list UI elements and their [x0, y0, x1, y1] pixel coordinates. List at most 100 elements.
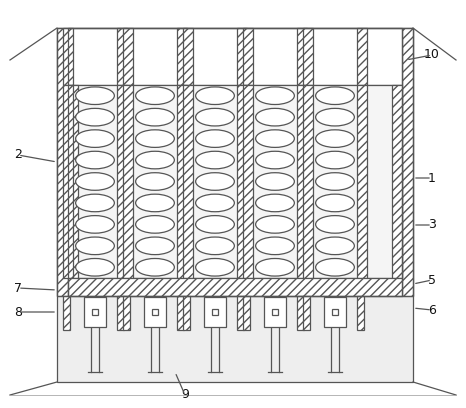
Ellipse shape: [256, 151, 295, 169]
Bar: [57, 28, 413, 296]
Ellipse shape: [256, 194, 295, 212]
Bar: [264, 297, 286, 327]
Text: 2: 2: [14, 149, 22, 162]
Bar: [177, 85, 187, 278]
Text: 9: 9: [181, 388, 189, 401]
Bar: [68, 278, 402, 296]
Ellipse shape: [196, 173, 234, 190]
Ellipse shape: [256, 259, 295, 276]
Ellipse shape: [75, 109, 114, 126]
Ellipse shape: [256, 215, 295, 233]
Bar: [237, 28, 247, 85]
Ellipse shape: [136, 194, 174, 212]
Ellipse shape: [196, 151, 234, 169]
Text: 6: 6: [428, 304, 436, 317]
Bar: [68, 28, 402, 85]
Bar: [63, 28, 73, 85]
Bar: [303, 85, 313, 278]
Bar: [297, 296, 304, 330]
Ellipse shape: [196, 237, 234, 255]
Bar: [183, 28, 193, 85]
Bar: [68, 85, 78, 278]
Bar: [92, 309, 98, 315]
Ellipse shape: [196, 194, 234, 212]
Bar: [357, 85, 367, 278]
Ellipse shape: [136, 151, 174, 169]
Ellipse shape: [315, 130, 354, 147]
Bar: [177, 296, 184, 330]
Ellipse shape: [196, 109, 234, 126]
Ellipse shape: [256, 237, 295, 255]
Bar: [237, 296, 244, 330]
Ellipse shape: [75, 130, 114, 147]
Text: 1: 1: [428, 171, 436, 184]
Bar: [57, 28, 68, 296]
Bar: [123, 296, 130, 330]
Bar: [243, 28, 253, 85]
Ellipse shape: [75, 259, 114, 276]
Bar: [204, 297, 226, 327]
Bar: [297, 85, 307, 278]
Bar: [392, 85, 402, 278]
Text: 7: 7: [14, 282, 22, 295]
Bar: [117, 85, 127, 278]
Text: 8: 8: [14, 306, 22, 319]
Ellipse shape: [136, 259, 174, 276]
Bar: [63, 85, 73, 278]
Ellipse shape: [315, 173, 354, 190]
Bar: [117, 296, 124, 330]
Bar: [84, 297, 106, 327]
Bar: [297, 28, 307, 85]
Bar: [183, 296, 190, 330]
Ellipse shape: [315, 151, 354, 169]
Bar: [183, 85, 193, 278]
Ellipse shape: [315, 109, 354, 126]
Bar: [357, 296, 364, 330]
Ellipse shape: [75, 173, 114, 190]
Ellipse shape: [136, 130, 174, 147]
Bar: [402, 28, 413, 296]
Ellipse shape: [136, 215, 174, 233]
Bar: [237, 85, 247, 278]
Bar: [68, 28, 402, 296]
Ellipse shape: [196, 259, 234, 276]
Bar: [177, 28, 187, 85]
Ellipse shape: [315, 87, 354, 104]
Bar: [144, 297, 166, 327]
Bar: [68, 85, 402, 278]
Ellipse shape: [75, 151, 114, 169]
Bar: [303, 28, 313, 85]
Ellipse shape: [256, 173, 295, 190]
Text: 5: 5: [428, 273, 436, 286]
Bar: [117, 28, 127, 85]
Ellipse shape: [75, 87, 114, 104]
Ellipse shape: [196, 215, 234, 233]
Ellipse shape: [75, 194, 114, 212]
Bar: [303, 296, 310, 330]
Ellipse shape: [256, 109, 295, 126]
Bar: [57, 28, 413, 382]
Ellipse shape: [315, 259, 354, 276]
Ellipse shape: [136, 87, 174, 104]
Text: 10: 10: [424, 49, 440, 62]
Ellipse shape: [136, 237, 174, 255]
Ellipse shape: [136, 173, 174, 190]
Ellipse shape: [315, 194, 354, 212]
Ellipse shape: [256, 87, 295, 104]
Bar: [272, 309, 278, 315]
Bar: [152, 309, 158, 315]
Bar: [123, 85, 133, 278]
Bar: [357, 28, 367, 85]
Bar: [123, 28, 133, 85]
Ellipse shape: [256, 130, 295, 147]
Bar: [212, 309, 218, 315]
Ellipse shape: [196, 130, 234, 147]
Bar: [324, 297, 346, 327]
Ellipse shape: [315, 237, 354, 255]
Bar: [63, 296, 70, 330]
Ellipse shape: [75, 215, 114, 233]
Bar: [332, 309, 338, 315]
Ellipse shape: [196, 87, 234, 104]
Bar: [243, 296, 250, 330]
Text: 3: 3: [428, 219, 436, 231]
